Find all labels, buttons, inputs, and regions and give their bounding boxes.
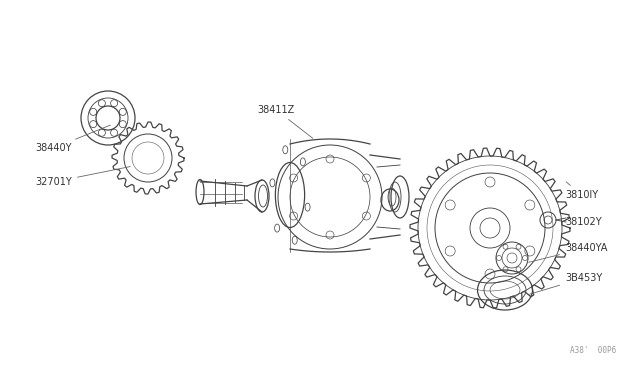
Text: A38'  00P6: A38' 00P6 — [570, 346, 616, 355]
Text: 38102Y: 38102Y — [558, 217, 602, 227]
Text: 38440YA: 38440YA — [529, 243, 607, 262]
Text: 38411Z: 38411Z — [258, 105, 313, 138]
Text: 3B453Y: 3B453Y — [530, 273, 602, 294]
Text: 38440Y: 38440Y — [35, 125, 111, 153]
Text: 3810lY: 3810lY — [565, 182, 598, 200]
Text: 32701Y: 32701Y — [35, 167, 131, 187]
